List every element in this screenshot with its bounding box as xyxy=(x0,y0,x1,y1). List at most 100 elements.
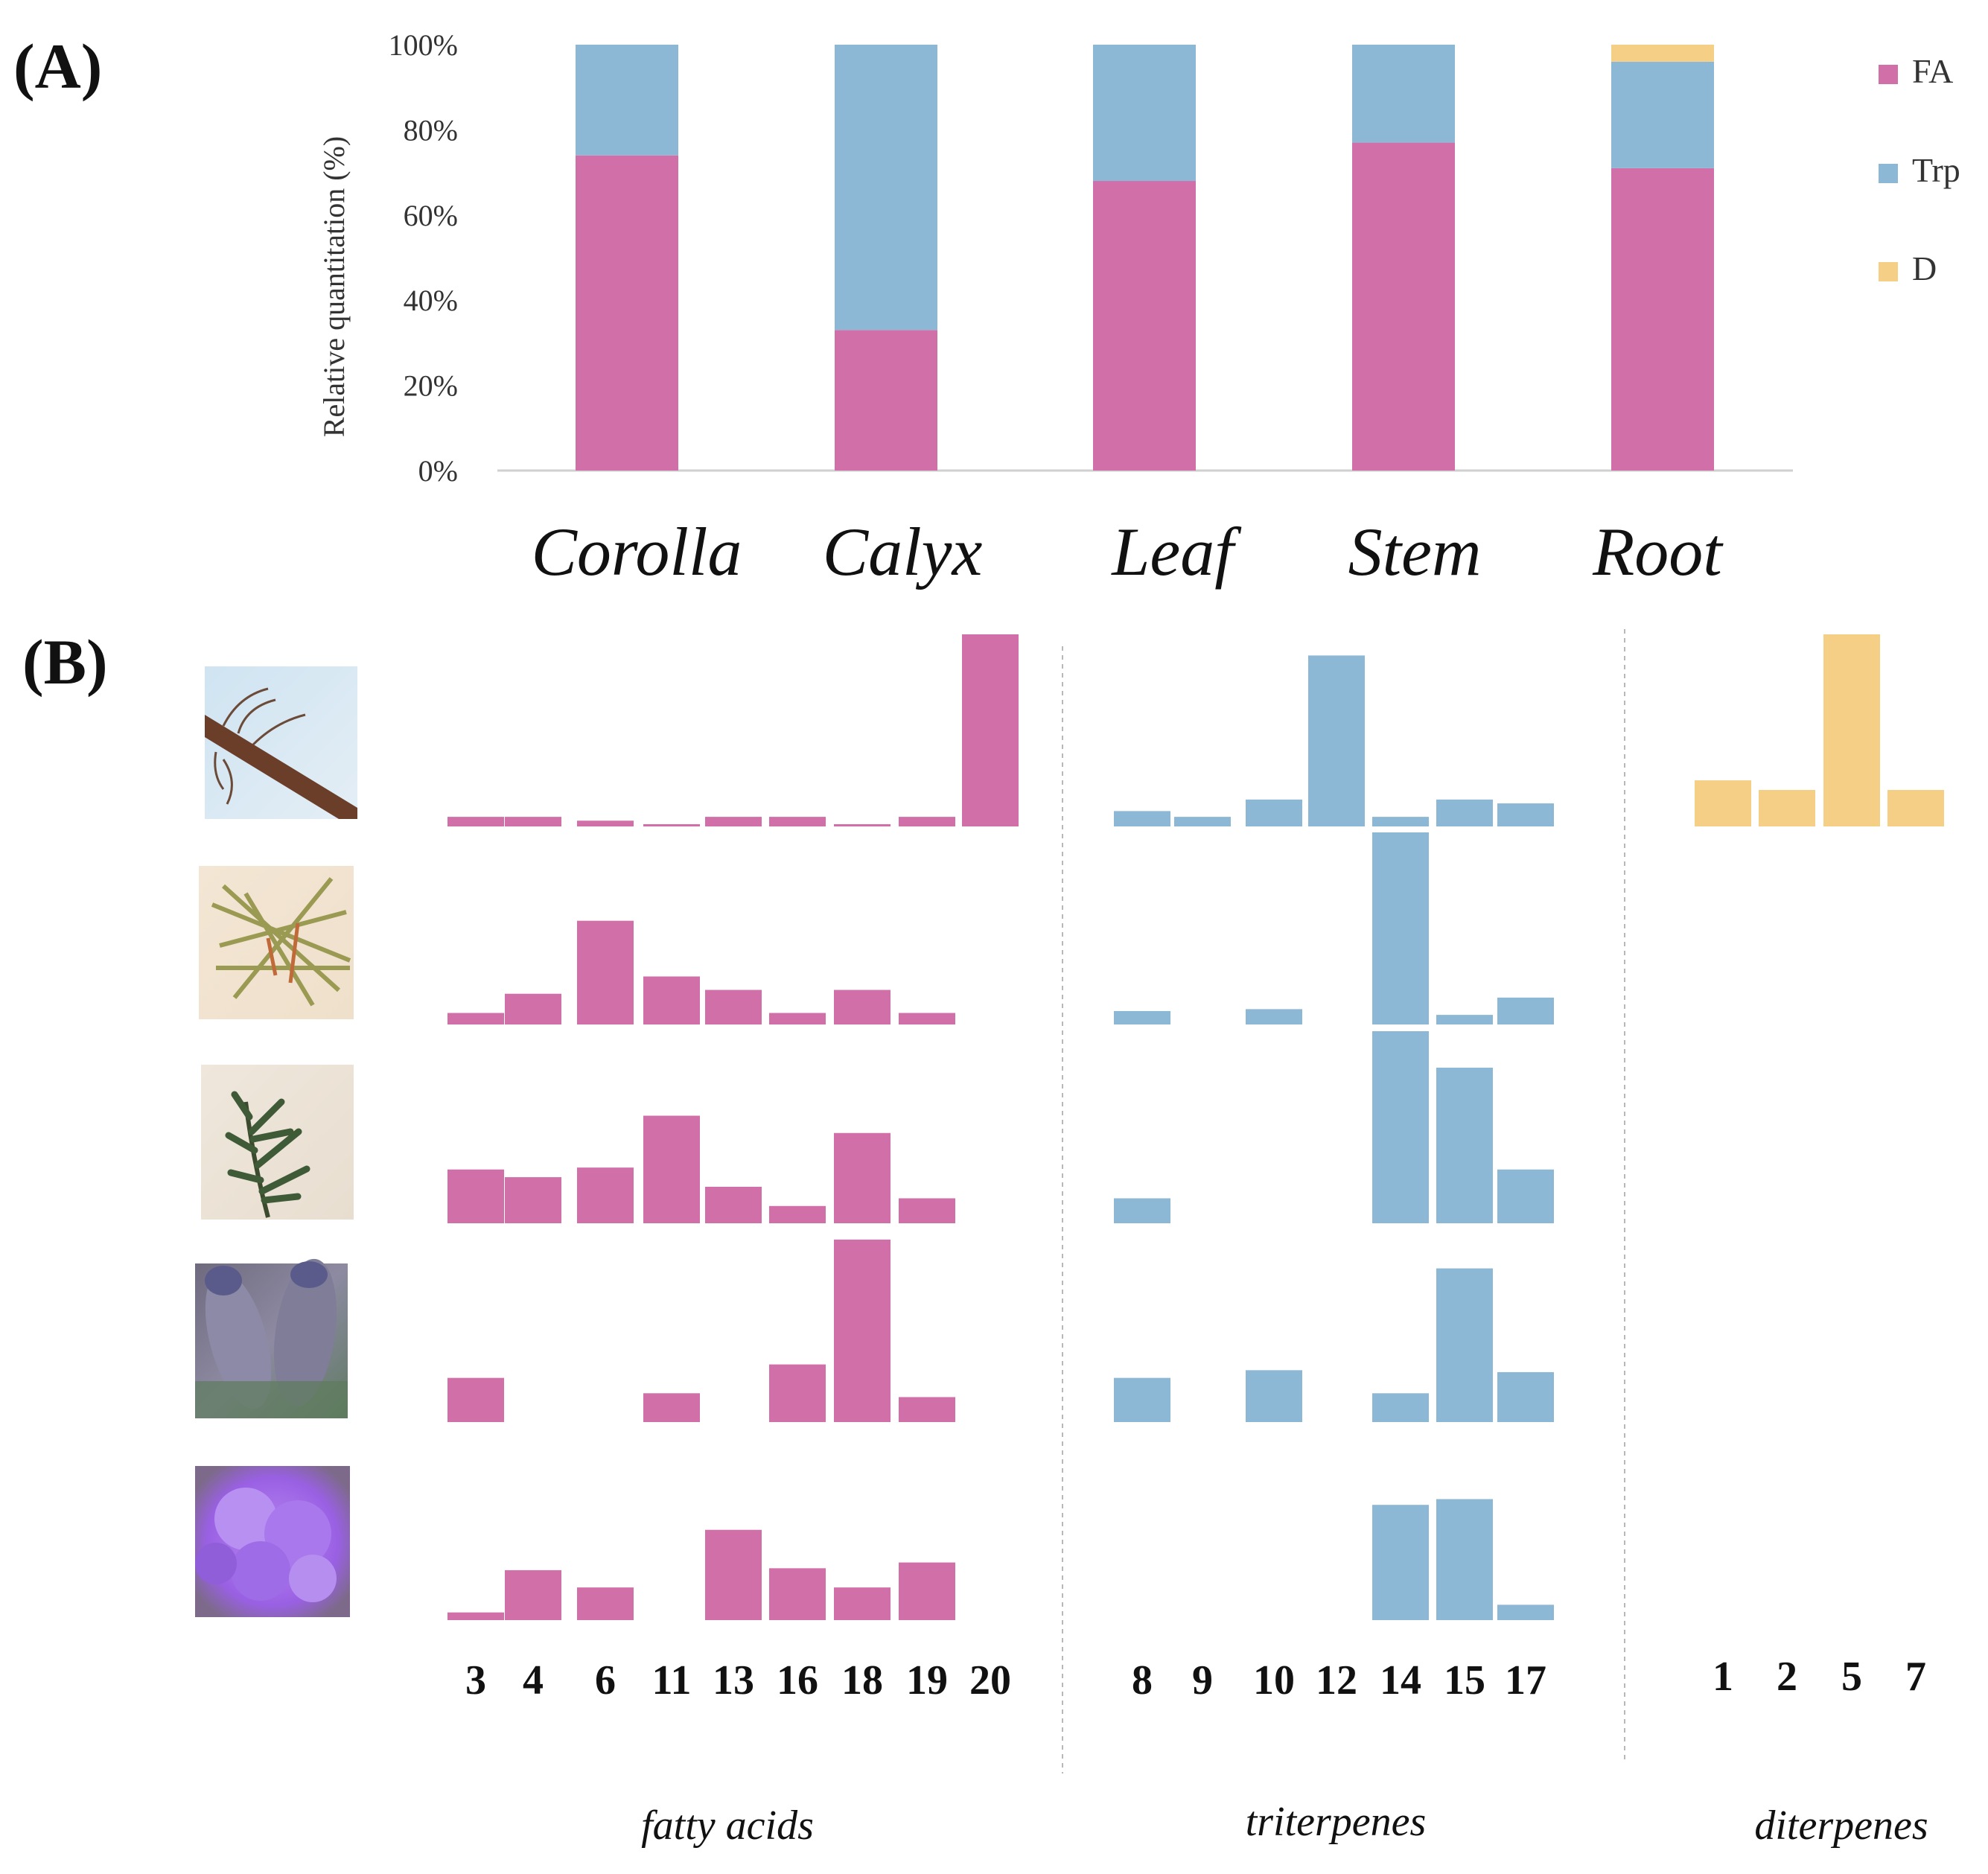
bar-root-compound-6 xyxy=(577,820,634,826)
bar-root-compound-12 xyxy=(1308,655,1365,826)
bar-corolla-compound-3 xyxy=(447,1612,504,1620)
panel-label-a: (A) xyxy=(13,31,102,102)
bar-stem-compound-6 xyxy=(577,920,634,1024)
compound-label-5: 5 xyxy=(1841,1654,1862,1700)
bar-leaf-compound-16 xyxy=(769,1205,826,1223)
group-label-diterpenes: diterpenes xyxy=(1754,1803,1928,1849)
bar-root-compound-13 xyxy=(705,817,762,826)
legend-label-fa: FA xyxy=(1912,52,1953,90)
category-labels: Corolla Calyx Leaf Stem Root xyxy=(532,514,1724,590)
legend-label-trp: Trp xyxy=(1912,151,1960,189)
bar-stem-compound-14 xyxy=(1372,832,1429,1024)
bar-root-compound-19 xyxy=(899,817,955,826)
bar-corolla-compound-17 xyxy=(1497,1604,1554,1620)
bar-leaf-compound-19 xyxy=(899,1198,955,1223)
compound-labels: 3 4 6 11 13 16 18 19 20 8 9 10 12 14 15 17 1 2 5 7 xyxy=(465,1654,1926,1704)
y-tick-label: 60% xyxy=(404,199,458,232)
legend-swatch-trp xyxy=(1879,164,1898,183)
bar-calyx-compound-14 xyxy=(1372,1393,1429,1422)
bar-leaf-compound-13 xyxy=(705,1186,762,1223)
category-label-calyx: Calyx xyxy=(823,514,983,590)
bar-corolla-fa xyxy=(576,155,678,471)
bar-leaf-compound-11 xyxy=(643,1115,700,1223)
compound-bars xyxy=(447,634,1944,1620)
bar-root-compound-15 xyxy=(1436,799,1493,826)
bar-corolla-trp xyxy=(576,45,678,156)
bar-leaf-compound-18 xyxy=(834,1132,891,1223)
compound-label-19: 19 xyxy=(906,1657,948,1704)
bar-root-compound-3 xyxy=(447,817,504,826)
legend-label-d: D xyxy=(1912,249,1937,287)
bar-corolla-compound-16 xyxy=(769,1568,826,1620)
bar-leaf-compound-8 xyxy=(1114,1198,1170,1223)
root-photo xyxy=(205,666,357,819)
compound-label-12: 12 xyxy=(1316,1657,1357,1704)
compound-label-11: 11 xyxy=(652,1657,692,1704)
y-tick-label: 20% xyxy=(404,369,458,403)
compound-label-6: 6 xyxy=(595,1657,616,1704)
bar-calyx-compound-3 xyxy=(447,1377,504,1422)
bar-root-compound-7 xyxy=(1887,789,1944,826)
legend: FA Trp D xyxy=(1879,52,1960,287)
bar-root-fa xyxy=(1611,168,1714,471)
bar-stem-compound-11 xyxy=(643,976,700,1024)
y-tick-label: 80% xyxy=(404,113,458,147)
leaf-photo xyxy=(201,1065,354,1220)
bar-leaf-compound-6 xyxy=(577,1167,634,1223)
compound-label-1: 1 xyxy=(1713,1654,1733,1700)
compound-label-3: 3 xyxy=(465,1657,486,1704)
y-tick-labels: 0% 20% 40% 60% 80% 100% xyxy=(389,28,458,488)
bar-stem-compound-18 xyxy=(834,989,891,1024)
bar-corolla-compound-15 xyxy=(1436,1499,1493,1620)
bar-calyx-trp xyxy=(835,45,937,331)
y-axis-label: Relative quantitation (%) xyxy=(317,136,351,437)
compound-label-18: 18 xyxy=(841,1657,883,1704)
bar-stem-compound-16 xyxy=(769,1013,826,1024)
bar-leaf-compound-15 xyxy=(1436,1068,1493,1223)
bar-leaf-compound-14 xyxy=(1372,1031,1429,1223)
category-label-root: Root xyxy=(1592,514,1724,590)
compound-label-9: 9 xyxy=(1192,1657,1213,1704)
compound-label-17: 17 xyxy=(1505,1657,1546,1704)
panel-label-b: (B) xyxy=(22,626,108,698)
category-label-corolla: Corolla xyxy=(532,514,742,590)
bar-stem-compound-17 xyxy=(1497,997,1554,1024)
group-labels: fatty acids triterpenes diterpenes xyxy=(641,1799,1928,1849)
bar-stem-compound-8 xyxy=(1114,1010,1170,1024)
bar-root-trp xyxy=(1611,61,1714,168)
bar-corolla-compound-14 xyxy=(1372,1505,1429,1620)
category-label-stem: Stem xyxy=(1348,514,1482,590)
bar-corolla-compound-18 xyxy=(834,1587,891,1620)
bar-root-compound-1 xyxy=(1695,780,1751,826)
bar-leaf-trp xyxy=(1093,45,1196,182)
bar-root-compound-4 xyxy=(505,817,561,826)
y-tick-label: 40% xyxy=(404,284,458,317)
bar-calyx-compound-11 xyxy=(643,1393,700,1422)
stacked-bars xyxy=(576,45,1714,471)
bar-corolla-compound-13 xyxy=(705,1529,762,1620)
group-label-triterpenes: triterpenes xyxy=(1246,1799,1427,1845)
compound-label-13: 13 xyxy=(713,1657,754,1704)
bar-calyx-compound-15 xyxy=(1436,1268,1493,1422)
bar-calyx-compound-8 xyxy=(1114,1377,1170,1422)
bar-stem-fa xyxy=(1352,142,1455,471)
bar-leaf-fa xyxy=(1093,181,1196,471)
bar-root-compound-2 xyxy=(1759,789,1815,826)
bar-leaf-compound-4 xyxy=(505,1177,561,1223)
compound-label-10: 10 xyxy=(1253,1657,1295,1704)
bar-root-compound-5 xyxy=(1823,634,1880,826)
stem-photo xyxy=(199,866,354,1019)
bar-calyx-compound-16 xyxy=(769,1364,826,1422)
group-label-fatty-acids: fatty acids xyxy=(641,1803,814,1849)
bar-root-compound-20 xyxy=(962,634,1019,826)
bar-corolla-compound-4 xyxy=(505,1569,561,1620)
bar-root-compound-18 xyxy=(834,824,891,826)
bar-calyx-compound-19 xyxy=(899,1397,955,1422)
bar-calyx-fa xyxy=(835,330,937,471)
bar-root-compound-8 xyxy=(1114,811,1170,826)
bar-root-compound-9 xyxy=(1174,817,1231,826)
compound-label-16: 16 xyxy=(777,1657,818,1704)
compound-label-20: 20 xyxy=(969,1657,1011,1704)
compound-label-8: 8 xyxy=(1132,1657,1153,1704)
